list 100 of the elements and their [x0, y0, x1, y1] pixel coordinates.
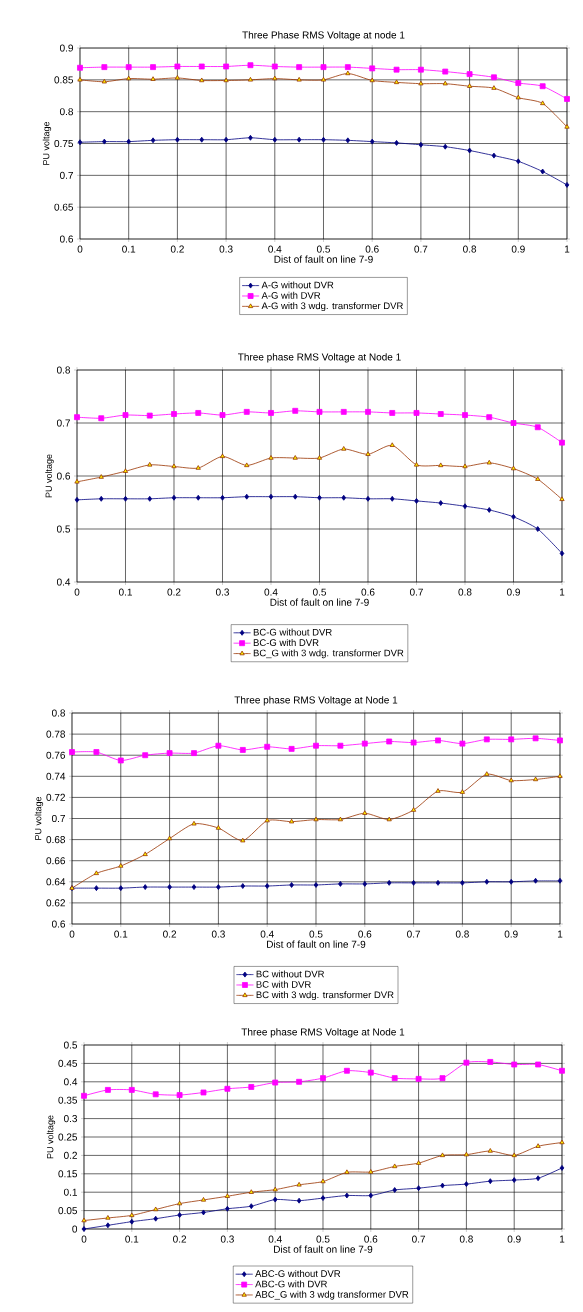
- point: [201, 1209, 206, 1216]
- legend-label: BC-G with DVR: [253, 638, 319, 646]
- point: [142, 884, 148, 890]
- point: [510, 420, 517, 426]
- point: [533, 877, 538, 884]
- point: [414, 498, 419, 504]
- legend-label: BC without DVR: [256, 970, 325, 978]
- x-tick-label: 0.9: [511, 245, 525, 253]
- point: [533, 776, 539, 782]
- x-tick-label: 0.2: [163, 930, 177, 938]
- point: [199, 136, 205, 143]
- y-axis-title: PU voltage: [34, 796, 44, 840]
- y-tick-label: 0.62: [46, 899, 65, 907]
- legend-label: BC with DVR: [256, 980, 311, 988]
- point: [123, 495, 128, 502]
- point: [77, 64, 83, 71]
- y-tick-label: 0.85: [54, 76, 74, 84]
- point: [198, 63, 205, 70]
- point: [264, 817, 270, 823]
- point: [296, 1181, 302, 1187]
- point: [435, 737, 441, 744]
- point: [224, 1193, 230, 1198]
- point: [150, 137, 156, 144]
- point: [367, 1069, 374, 1076]
- y-tick-label: 0.35: [58, 1096, 78, 1104]
- point: [316, 408, 323, 415]
- point: [244, 462, 250, 468]
- point: [439, 1152, 446, 1158]
- point: [365, 451, 371, 456]
- y-tick-label: 0.66: [46, 857, 66, 865]
- point: [463, 1059, 470, 1066]
- point: [417, 66, 424, 73]
- point: [118, 863, 124, 868]
- point: [77, 139, 83, 146]
- point: [166, 750, 173, 756]
- x-tick-label: 0.3: [211, 930, 225, 938]
- point: [225, 1205, 230, 1212]
- point: [337, 742, 344, 749]
- point: [93, 870, 99, 876]
- point: [337, 816, 343, 822]
- y-tick-label: 0.25: [58, 1133, 78, 1141]
- point: [195, 494, 201, 501]
- x-tick-label: 0.9: [504, 930, 518, 938]
- x-tick-label: 0: [77, 245, 83, 253]
- point: [216, 884, 221, 890]
- point: [486, 414, 493, 421]
- point: [459, 740, 466, 747]
- point: [288, 745, 295, 752]
- x-tick-label: 0.5: [316, 245, 331, 253]
- y-tick-label: 0.7: [56, 419, 70, 427]
- point: [344, 1169, 350, 1174]
- point: [296, 64, 303, 71]
- y-tick-label: 0.5: [56, 525, 71, 533]
- point: [98, 415, 105, 422]
- point: [248, 134, 253, 141]
- point: [483, 736, 490, 743]
- point: [313, 742, 319, 749]
- point: [467, 147, 472, 154]
- point: [435, 879, 441, 886]
- x-tick-label: 0.5: [316, 1235, 330, 1243]
- point: [147, 461, 153, 467]
- x-tick-label: 0.6: [364, 1235, 378, 1243]
- legend-label: ABC_G with 3 wdg transformer DVR: [255, 1290, 409, 1300]
- x-tick-label: 0.3: [215, 588, 230, 596]
- y-tick-label: 0.5: [63, 1041, 78, 1049]
- point: [389, 442, 395, 447]
- point: [74, 414, 80, 421]
- point: [174, 75, 180, 80]
- point: [98, 474, 104, 479]
- point: [320, 64, 327, 71]
- point: [81, 1092, 87, 1099]
- point: [508, 736, 515, 743]
- point: [386, 879, 392, 886]
- point: [126, 75, 132, 81]
- chart-title: Three phase RMS Voltage at Node 1: [241, 1028, 405, 1038]
- point: [416, 1185, 421, 1192]
- point: [191, 884, 197, 890]
- point: [94, 885, 99, 892]
- point: [559, 1139, 565, 1145]
- point: [416, 1160, 422, 1165]
- point: [539, 83, 546, 90]
- x-tick-label: 0.9: [507, 1235, 521, 1243]
- point: [487, 1059, 494, 1065]
- legend-label: BC with 3 wdg. transformer DVR: [256, 991, 394, 1001]
- x-tick-label: 0.3: [219, 245, 233, 253]
- point: [391, 1075, 398, 1082]
- point: [418, 141, 424, 148]
- point: [147, 495, 153, 502]
- point: [153, 1206, 159, 1212]
- chart-title: Three phase RMS Voltage at Node 1: [238, 353, 401, 363]
- point: [320, 1195, 326, 1201]
- point: [341, 446, 347, 451]
- point: [292, 455, 298, 460]
- point: [142, 851, 148, 857]
- point: [171, 463, 177, 469]
- point: [240, 883, 246, 889]
- point: [394, 139, 399, 146]
- point: [559, 550, 565, 557]
- y-tick-label: 0.76: [46, 751, 66, 759]
- point: [442, 80, 448, 86]
